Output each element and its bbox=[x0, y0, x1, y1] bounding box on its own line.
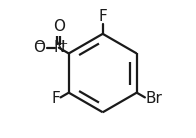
Text: O: O bbox=[53, 19, 65, 34]
Text: −: − bbox=[35, 39, 45, 49]
Text: +: + bbox=[59, 39, 68, 49]
Text: Br: Br bbox=[146, 91, 163, 106]
Text: N: N bbox=[53, 40, 64, 55]
Text: F: F bbox=[51, 91, 60, 106]
Text: O: O bbox=[33, 40, 45, 55]
Text: F: F bbox=[98, 9, 107, 24]
